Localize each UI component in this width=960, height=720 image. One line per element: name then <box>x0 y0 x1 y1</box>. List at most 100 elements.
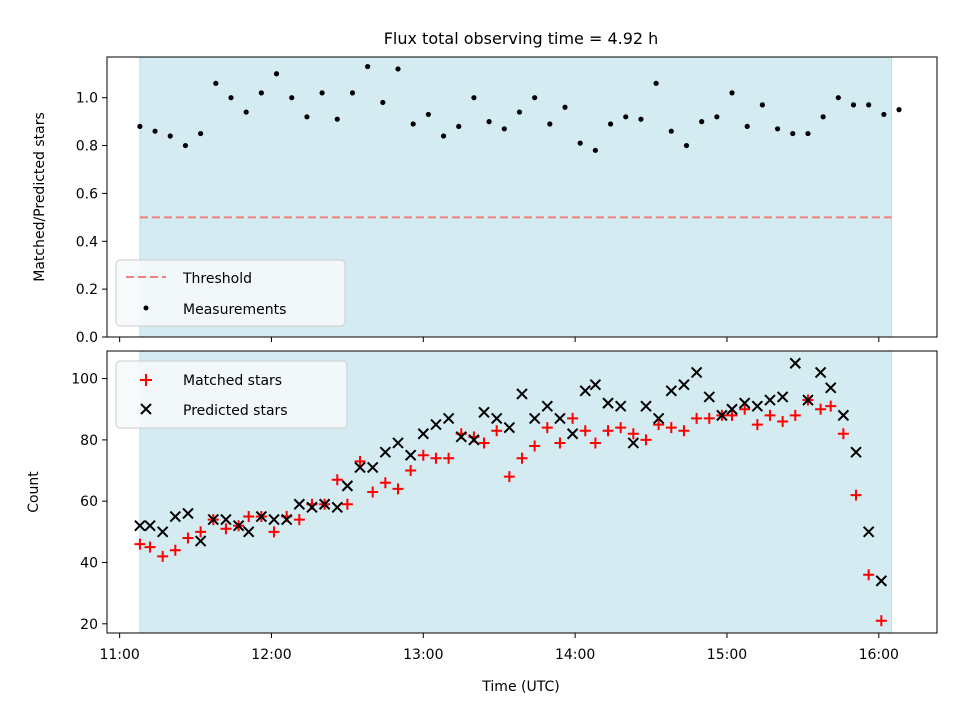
predicted-stars-point <box>716 409 728 422</box>
count-y-label: Count <box>26 471 42 513</box>
predicted-stars-point <box>318 498 331 510</box>
measurement-point <box>334 116 340 122</box>
predicted-legend-swatch <box>140 403 152 415</box>
matched-stars-point <box>541 422 553 434</box>
predicted-stars-point <box>232 520 245 532</box>
predicted-stars-point <box>652 412 665 425</box>
y-tick-label: 40 <box>80 556 98 572</box>
matched-stars-point <box>354 455 366 467</box>
measurement-point <box>547 121 553 127</box>
matched-stars-point <box>751 419 763 431</box>
y-tick-label: 100 <box>71 372 98 388</box>
x-tick-label: 12:00 <box>251 647 291 663</box>
matched-stars-point <box>491 425 503 437</box>
count-panel: 20 40 60 80 100 11:00 12:00 13:00 14:00 15:00 16:… <box>26 350 938 695</box>
predicted-stars-point <box>490 412 503 425</box>
predicted-stars-point <box>354 461 366 474</box>
count-legend-box <box>115 360 348 429</box>
measurement-point <box>638 116 644 122</box>
measurement-point <box>774 126 781 132</box>
predicted-stars-point <box>392 437 404 449</box>
predicted-stars-point <box>614 400 627 412</box>
matched-stars-point <box>777 416 789 427</box>
predicted-stars-point <box>738 397 751 409</box>
predicted-stars-point <box>825 382 837 394</box>
matched-stars-point <box>825 400 837 412</box>
matched-stars-point <box>243 511 255 523</box>
x-axis-label: Time (UTC) <box>481 679 559 695</box>
matched-stars-point <box>516 452 528 464</box>
predicted-stars-point <box>665 385 678 397</box>
matched-stars-point <box>615 422 627 434</box>
matched-stars-point <box>764 409 776 421</box>
matched-legend-swatch <box>140 374 152 386</box>
predicted-stars-point <box>134 520 146 532</box>
matched-stars-point <box>220 523 232 535</box>
measurement-point <box>319 90 325 96</box>
measurement-point <box>881 111 887 118</box>
measurement-point <box>714 114 720 120</box>
measurement-point <box>440 133 447 139</box>
predicted-stars-point <box>837 409 850 422</box>
matched-stars-point <box>341 498 353 510</box>
matched-stars-point <box>144 541 156 553</box>
predicted-stars-point <box>144 520 156 532</box>
matched-stars-point <box>554 437 566 449</box>
measurement-point <box>516 109 523 115</box>
matched-stars-point <box>503 471 515 483</box>
matched-stars-point <box>815 403 827 415</box>
y-tick-label: 0.0 <box>76 330 98 346</box>
matched-stars-point <box>417 449 429 461</box>
matched-stars-point <box>134 538 146 550</box>
measurement-point <box>729 90 735 96</box>
measurements-legend-swatch <box>143 305 149 311</box>
measurement-point <box>273 71 280 77</box>
ratio-legend-box <box>115 259 346 327</box>
ratio-legend: Threshold Measurements <box>115 259 346 327</box>
measurement-point <box>683 142 690 149</box>
measurement-point <box>365 63 371 70</box>
threshold-legend-label: Threshold <box>182 271 252 287</box>
matched-stars-point <box>678 425 690 437</box>
matched-stars-point <box>602 425 614 437</box>
predicted-stars-point <box>850 446 862 458</box>
measurement-point <box>380 99 386 106</box>
y-tick-label: 1.0 <box>76 91 98 107</box>
ratio-y-axis: 0.0 0.2 0.4 0.6 0.8 1.0 <box>76 91 107 346</box>
measurement-point <box>304 114 310 120</box>
measurement-point <box>486 119 492 125</box>
measurement-point <box>213 80 219 86</box>
measurement-point <box>243 109 249 115</box>
measurement-point <box>623 114 629 120</box>
matched-stars-point <box>331 474 343 486</box>
y-tick-label: 0.2 <box>76 282 98 298</box>
matched-stars-point <box>691 412 703 424</box>
measurement-point <box>668 128 674 134</box>
measurement-point <box>699 119 705 125</box>
y-tick-label: 0.6 <box>76 186 98 202</box>
predicted-stars-point <box>293 498 306 510</box>
measurement-point <box>835 95 841 101</box>
matched-stars-series <box>134 394 887 627</box>
count-legend: Matched stars Predicted stars <box>115 360 348 429</box>
predicted-stars-series <box>134 357 888 587</box>
measurement-point <box>258 90 264 96</box>
measurement-point <box>577 140 583 146</box>
predicted-stars-point <box>640 400 652 412</box>
matched-stars-point <box>653 419 665 431</box>
predicted-stars-point <box>726 403 738 415</box>
predicted-legend-label: Predicted stars <box>183 403 288 419</box>
predicted-stars-point <box>814 366 827 379</box>
predicted-stars-point <box>802 394 814 406</box>
ratio-panel: 0.0 0.2 0.4 0.6 0.8 1.0 Matched/Predicted sta… <box>32 56 938 346</box>
predicted-stars-point <box>404 449 417 461</box>
matched-stars-point <box>430 452 442 464</box>
matched-stars-point <box>182 532 194 544</box>
x-tick-label: 11:00 <box>99 647 139 663</box>
measurement-point <box>167 133 173 139</box>
count-x-axis: 11:00 12:00 13:00 14:00 15:00 16:00 <box>99 633 899 663</box>
measurement-point <box>532 95 538 101</box>
matched-stars-point <box>195 526 207 538</box>
measurement-point <box>896 107 902 113</box>
